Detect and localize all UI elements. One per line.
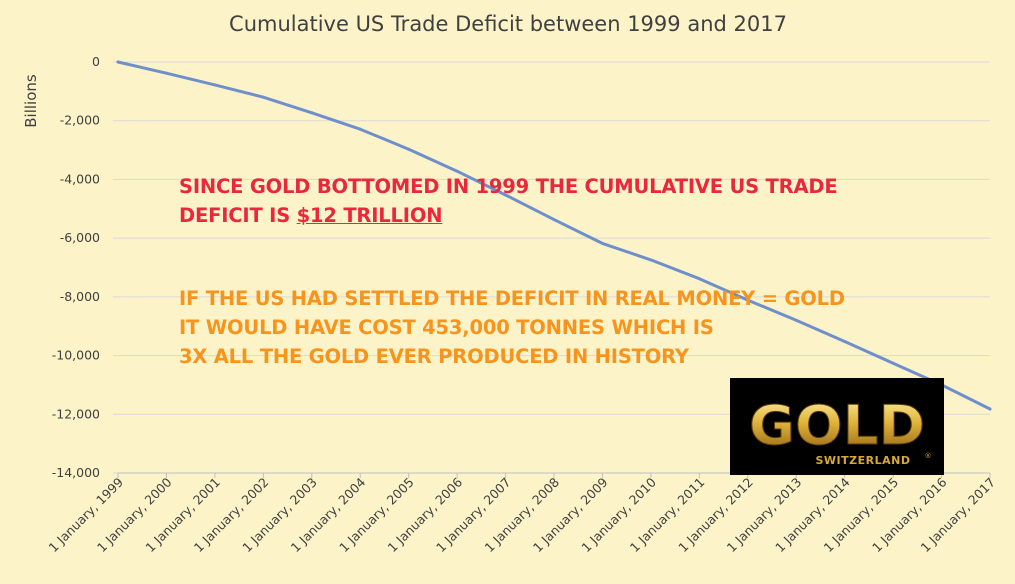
data-point [310,111,314,115]
data-point [504,193,508,197]
data-point [600,241,604,245]
data-point [891,361,895,365]
y-tick-label: -12,000 [52,406,100,421]
chart-title: Cumulative US Trade Deficit between 1999… [229,12,787,36]
data-point [116,60,120,64]
y-axis-ticks: 0 -2,000 -4,000 -6,000 -8,000 -10,000 -12,000 -… [52,54,100,480]
logo-registered-mark: ® [925,452,932,460]
data-point [261,95,265,99]
logo-subtitle: SWITZERLAND [816,454,911,467]
data-point [552,218,556,222]
y-tick-label: -10,000 [52,348,100,363]
data-point [988,407,992,411]
data-point [407,147,411,151]
gold-switzerland-logo: GOLD SWITZERLAND ® [730,378,944,475]
logo-graphic: GOLD SWITZERLAND ® [749,394,932,468]
annotation-amount: $12 TRILLION [296,204,443,227]
y-tick-label: -14,000 [52,465,100,480]
data-point [649,258,653,262]
y-tick-label: -4,000 [60,171,100,186]
annotation-line-4: IT WOULD HAVE COST 453,000 TONNES WHICH … [179,316,714,339]
annotation-line-1: SINCE GOLD BOTTOMED IN 1999 THE CUMULATI… [179,175,838,198]
annotation-line-2: DEFICIT IS $12 TRILLION [179,201,443,230]
y-tick-label: 0 [92,54,100,69]
y-axis-label: Billions [22,74,40,128]
logo-wordmark: GOLD [749,394,925,457]
y-tick-label: -8,000 [60,289,100,304]
data-point [213,83,217,87]
data-point [164,71,168,75]
data-point [358,127,362,131]
data-point [746,298,750,302]
data-point [455,169,459,173]
annotation-line-2-prefix: DEFICIT IS [179,204,297,227]
data-point [843,339,847,343]
y-tick-label: -2,000 [60,113,100,128]
data-point [697,277,701,281]
annotation-line-5: 3X ALL THE GOLD EVER PRODUCED IN HISTORY [179,345,689,368]
y-tick-label: -6,000 [60,230,100,245]
annotation-line-3: IF THE US HAD SETTLED THE DEFICIT IN REA… [179,287,845,310]
data-point [794,318,798,322]
